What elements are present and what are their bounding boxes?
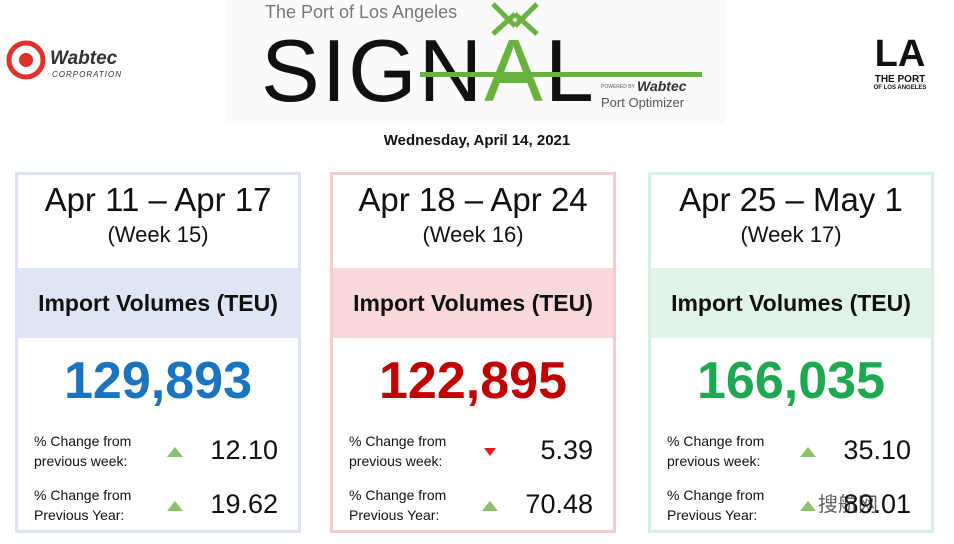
change-value: 19.62 [210,489,278,519]
date-range: Apr 25 – May 1 [679,181,903,218]
change-label-line: % Change from [349,433,447,449]
week-label: (Week 17) [740,222,842,247]
change-label-line: % Change from [667,487,765,503]
signal-line [420,72,702,77]
import-volume: 122,895 [379,352,567,410]
change-label: % Change from previous week: [667,431,764,471]
card: Apr 18 – Apr 24 (Week 16) Import Volumes (… [330,172,616,533]
signal-logo: The Port of Los Angeles SIGNAL POWERED B… [225,0,725,125]
signal-part: L [544,21,596,120]
la-logo: LA THE PORT OF LOS ANGELES [862,34,938,91]
change-label: % Change from Previous Year: [667,485,764,525]
la-line2: OF LOS ANGELES [873,85,927,91]
change-value: 5.39 [540,435,593,465]
card: Apr 25 – May 1 (Week 17) Import Volumes (T… [648,172,934,533]
import-volume: 166,035 [697,352,885,410]
card-heading: Import Volumes (TEU) [333,268,613,338]
signal-x [491,2,539,36]
wabtec-subtitle: CORPORATION [52,70,122,79]
product-name: Port Optimizer [601,95,685,110]
card-heading: Import Volumes (TEU) [18,268,298,338]
change-label-line: Previous Year: [34,507,125,523]
signal-top-line: The Port of Los Angeles [265,2,458,22]
wabtec-icon [6,40,46,80]
change-label-line: % Change from [34,433,132,449]
powered-brand: Wabtec [637,78,687,94]
date-range: Apr 18 – Apr 24 [358,181,588,218]
wabtec-name: Wabtec [50,48,118,69]
week-label: (Week 15) [107,222,209,247]
signal-part: A [484,21,545,120]
signal-word: SIGNAL [261,20,596,122]
change-label-line: previous week: [34,453,128,469]
change-arrow [167,501,183,511]
change-value: 35.10 [843,435,911,465]
change-label-line: previous week: [349,453,443,469]
wabtec-logo: Wabtec CORPORATION [6,38,121,87]
card-heading: Import Volumes (TEU) [651,268,931,338]
la-line1: THE PORT [874,74,926,85]
import-volume: 129,893 [64,352,252,410]
change-arrow [482,501,498,511]
watermark: 搜航网 [818,494,878,516]
change-label: % Change from previous week: [34,431,131,471]
date-range: Apr 11 – Apr 17 [44,181,272,218]
change-arrow [800,447,816,457]
powered-by: POWERED BY [601,84,635,90]
change-label-line: % Change from [34,487,132,503]
change-arrow [484,448,496,456]
change-label-line: Previous Year: [667,507,758,523]
change-label: % Change from Previous Year: [34,485,131,525]
date: Wednesday, April 14, 2021 [383,132,571,149]
week-label: (Week 16) [422,222,524,247]
change-label: % Change from previous week: [349,431,446,471]
signal-part: SIGN [261,21,485,120]
change-value: 70.48 [525,489,593,519]
change-value: 12.10 [210,435,278,465]
change-value: 89.01 [843,489,911,519]
change-label-line: previous week: [667,453,761,469]
la-mark: LA [874,33,926,75]
change-label: % Change from Previous Year: [349,485,446,525]
card: Apr 11 – Apr 17 (Week 15) Import Volumes (… [15,172,301,533]
change-label-line: % Change from [349,487,447,503]
change-arrow [800,501,816,511]
change-label-line: % Change from [667,433,765,449]
change-label-line: Previous Year: [349,507,440,523]
change-arrow [167,447,183,457]
